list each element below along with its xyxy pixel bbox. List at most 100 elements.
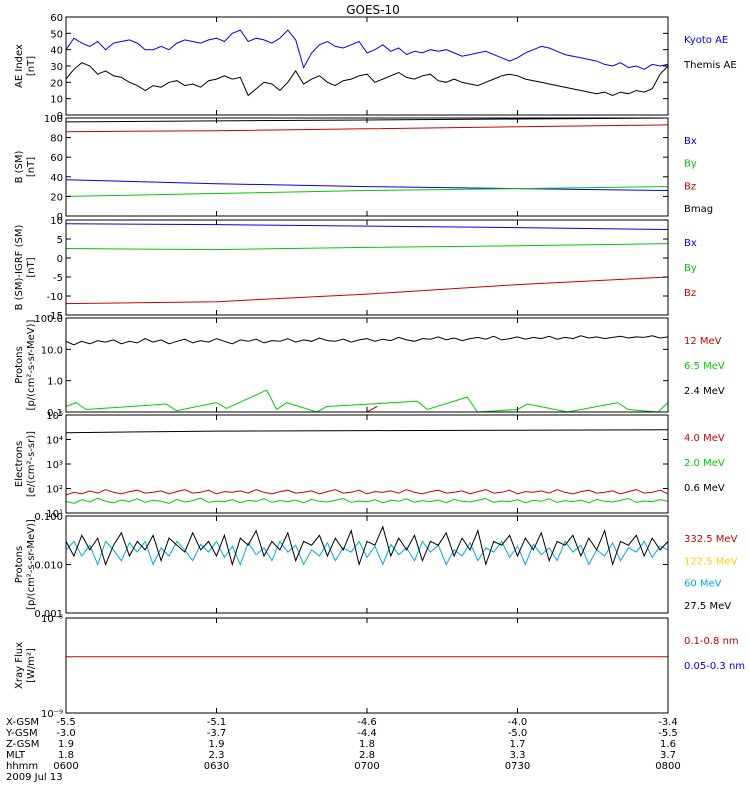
y-tick-label: 10³ [46,460,63,471]
legend-label: By [684,159,697,170]
y-tick-label: 10¹ [46,509,63,520]
panel-frame [65,117,669,217]
x-axis-value: 2.3 [209,750,225,761]
y-tick-label: 0 [57,212,63,223]
legend-label: 2.0 MeV [684,458,725,469]
legend-label: 0.1-0.8 nm [684,636,739,647]
y-tick-label: 60 [50,153,63,164]
legend-label: 12 MeV [684,336,722,347]
x-axis-value: 1.9 [58,739,74,750]
y-axis-label: [nT] [26,56,37,76]
panel-5: 10¹ 10² 10³ 10⁴ 10⁵ Electrons [e/(cm²-s-sr)] 4.… [14,411,725,520]
x-axis-value: -4.0 [508,717,528,728]
series-line-3-1 [66,223,668,230]
series-line-2-3 [66,124,668,133]
legend-label: 0.6 MeV [684,483,725,494]
x-axis-value: 3.7 [660,750,676,761]
panel-frame [65,219,669,316]
legend-label: 27.5 MeV [684,601,731,612]
x-axis-value: -3.7 [207,728,227,739]
y-tick-label: 0.001 [34,609,63,620]
y-tick-label: 50 [50,29,63,40]
legend-label: Bx [684,136,697,147]
legend-label: Bz [684,288,696,299]
x-axis-value: 1.8 [359,739,375,750]
y-tick-label: 10⁵ [46,411,63,422]
legend-label: 6.5 MeV [684,361,725,372]
series-line-4-3 [66,335,668,346]
y-tick-label: 10² [46,485,63,496]
legend-label: Bmag [684,204,713,215]
date-label: 2009 Jul 13 [6,772,63,783]
x-axis-value: 0630 [204,761,229,772]
y-axis-label: [nT] [26,257,37,277]
y-tick-label: 10 [50,216,63,227]
x-axis-table: X-GSMY-GSMZ-GSMMLThhmm-5.5-3.01.91.80600… [5,717,681,783]
y-axis-label: B (SM) [14,150,25,183]
y-tick-label: 0.1 [47,408,63,419]
y-axis-label: Protons [14,546,25,583]
panel-7: 10⁻⁹ 10⁻⁸ Xray Flux [W/m²] 0.1-0.8 nm 0.05-0.… [14,614,745,720]
legend-label: 60 MeV [684,579,722,590]
x-axis-value: -5.1 [207,717,227,728]
x-axis-value: -3.0 [56,728,76,739]
y-axis-label: [e/(cm²-s-sr)] [26,431,37,497]
x-axis-value: 1.6 [660,739,676,750]
x-axis-value: -5.5 [658,728,678,739]
series-line-6-3 [66,540,668,566]
series-line-1-2 [66,62,668,97]
x-axis-value: 3.3 [510,750,526,761]
y-tick-label: 5 [57,235,63,246]
y-tick-label: 10.0 [41,345,63,356]
x-axis-value: 1.7 [510,739,526,750]
x-axis-value: 0730 [505,761,530,772]
y-axis-label: Protons [14,346,25,383]
panel-6: 0.001 0.010 0.100 Protons [p/(cm²-s-sr-MeV)]… [14,512,738,620]
x-axis-value: 0700 [354,761,379,772]
plot-title: GOES-10 [346,3,400,17]
x-axis-row-label: Y-GSM [5,728,38,739]
series-line-4-2 [66,389,668,412]
series-line-2-2 [66,186,668,197]
x-axis-value: 1.9 [209,739,225,750]
panel-2: 0 20 40 60 80 100 B (SM) [nT] Bx By Bz Bmag [14,114,713,223]
series-line-1-1 [66,29,668,70]
legend-label: 332.5 MeV [684,534,738,545]
y-tick-label: 1.0 [47,377,63,388]
y-axis-label: [W/m²] [26,648,37,683]
series-line-3-2 [66,243,668,251]
x-axis-value: -5.5 [56,717,76,728]
panel-4: 0.1 1.0 10.0 100.0 Protons [p/(cm²-s-sr-MeV)]… [14,314,725,419]
y-tick-label: -5 [53,273,63,284]
panel-frame [65,16,669,116]
y-tick-label: 0 [57,111,63,122]
y-tick-label: 20 [50,78,63,89]
series-line-5-3 [66,429,668,434]
panel-3: -15 -10 -5 0 5 10 B (SM)-IGRF (SM) [nT] Bx By Bz [14,216,697,322]
legend-label: 122.5 MeV [684,556,738,567]
y-tick-label: 100 [44,114,63,125]
y-tick-label: 40 [50,46,63,57]
x-axis-row-label: X-GSM [6,717,39,728]
x-axis-row-label: Z-GSM [6,739,39,750]
y-axis-label: Electrons [14,441,25,487]
x-axis-value: -4.6 [357,717,377,728]
legend-label: 4.0 MeV [684,433,725,444]
panel-frame [65,317,669,413]
legend-label: 0.05-0.3 nm [684,661,745,672]
legend-label: 2.4 MeV [684,386,725,397]
legend-label: Themis AE [683,60,737,71]
x-axis-row-label: hhmm [6,761,38,772]
legend-label: By [684,263,697,274]
series-line-2-1 [66,179,668,191]
y-tick-label: 10⁻⁸ [41,614,63,625]
y-tick-label: -15 [47,311,63,322]
series-line-3-3 [66,276,668,305]
y-tick-label: 0.010 [34,561,63,572]
series-line-5-1 [66,489,668,496]
panel-frame [65,617,669,714]
panel-frame [65,515,669,614]
y-tick-label: 0.100 [34,512,63,523]
